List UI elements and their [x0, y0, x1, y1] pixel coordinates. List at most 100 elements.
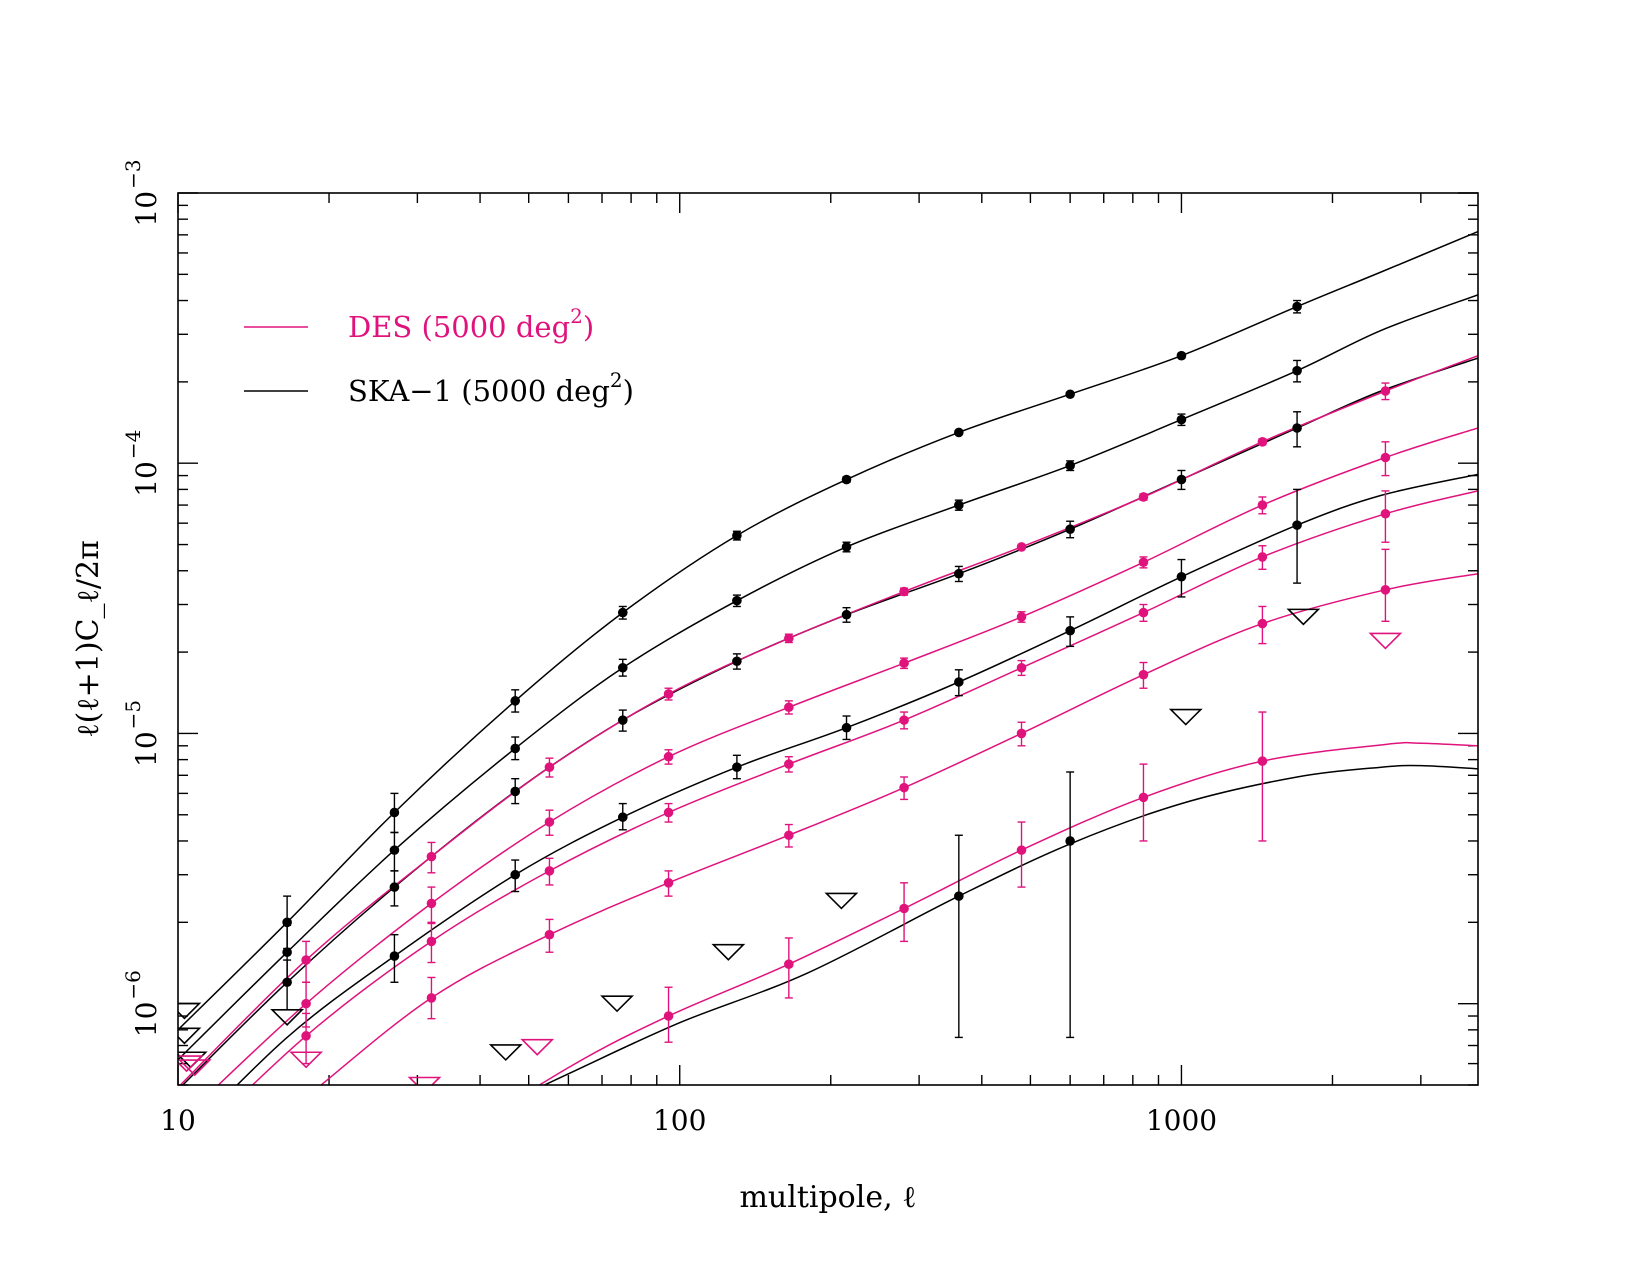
- upper-limit-marker: [1168, 708, 1203, 726]
- data-point: [954, 677, 964, 687]
- data-point: [1138, 557, 1149, 568]
- data-point: [282, 977, 292, 988]
- x-tick-label: 10: [160, 1104, 196, 1137]
- legend: DES (5000 deg2) SKA−1 (5000 deg2): [244, 304, 634, 408]
- data-point: [732, 656, 742, 667]
- data-point: [1065, 460, 1075, 471]
- data-point: [389, 807, 400, 818]
- data-point: [544, 762, 555, 772]
- data-point: [1176, 414, 1187, 425]
- upper-limit-marker: [178, 1055, 204, 1073]
- upper-limit-marker: [178, 1002, 202, 1020]
- x-tick-label: 100: [653, 1104, 706, 1137]
- data-point: [841, 609, 852, 620]
- x-tick-label: 1000: [1146, 1104, 1217, 1137]
- data-point: [544, 866, 555, 876]
- y-tick-text: 10−5: [121, 700, 163, 767]
- data-point: [1380, 386, 1391, 396]
- data-point: [663, 751, 674, 762]
- y-tick-text: 10−3: [121, 159, 163, 226]
- legend-label: SKA−1 (5000 deg2): [348, 368, 634, 408]
- y-tick-labels: 10−6 10−5 10−4 10−3: [121, 159, 163, 1037]
- y-tick-text: 10−4: [121, 430, 163, 497]
- data-point: [389, 951, 400, 961]
- data-point: [617, 607, 628, 618]
- series-line: [178, 294, 1478, 1061]
- data-point: [1292, 301, 1302, 312]
- data-point: [663, 689, 674, 699]
- data-point: [1257, 437, 1268, 447]
- data-point: [1257, 552, 1268, 562]
- upper-limit-marker: [824, 892, 859, 910]
- y-tick-text: 10−6: [121, 970, 163, 1037]
- series-line: [235, 473, 1478, 1085]
- data-point: [1065, 389, 1075, 400]
- data-point: [282, 917, 292, 928]
- data-point: [426, 993, 437, 1003]
- data-point: [426, 851, 437, 862]
- y-tick-exponent: −4: [121, 430, 145, 459]
- upper-limit-marker: [488, 1044, 523, 1062]
- data-point: [1138, 792, 1149, 803]
- data-point: [617, 812, 628, 822]
- data-point: [1292, 423, 1302, 433]
- upper-limit-marker: [1368, 632, 1403, 650]
- plot-frame: [177, 192, 1479, 1086]
- data-point: [1257, 756, 1268, 766]
- data-point: [510, 786, 521, 797]
- data-point: [663, 878, 674, 888]
- data-points: [282, 301, 1391, 1041]
- upper-limit-marker: [1286, 608, 1321, 626]
- series-line: [217, 427, 1478, 1085]
- data-point: [1065, 625, 1075, 636]
- data-point: [282, 947, 292, 958]
- data-point: [1016, 542, 1027, 552]
- data-point: [1016, 612, 1027, 622]
- data-point: [1380, 452, 1391, 463]
- x-axis-label: multipole, ℓ: [739, 1180, 916, 1215]
- data-point: [732, 762, 742, 772]
- data-point: [1016, 662, 1027, 673]
- error-bars: [283, 299, 1390, 1065]
- y-axis-label: ℓ(ℓ+1)C_ℓ/2π: [71, 540, 106, 738]
- axis-ticks: [177, 192, 1478, 1086]
- data-point: [389, 882, 400, 892]
- legend-label-close: ): [583, 310, 594, 344]
- y-tick-label: 10−6: [121, 970, 163, 1037]
- data-point: [899, 586, 909, 597]
- data-point: [899, 782, 909, 793]
- series-line: [319, 572, 1478, 1085]
- data-point: [1065, 836, 1075, 846]
- data-point: [301, 955, 311, 965]
- data-point: [1176, 474, 1187, 485]
- data-point: [784, 959, 794, 969]
- series-line: [537, 741, 1478, 1085]
- data-point: [841, 474, 852, 485]
- data-point: [1016, 845, 1027, 855]
- data-point: [784, 633, 794, 644]
- upper-limit-marker: [178, 1027, 202, 1045]
- data-point: [301, 1031, 311, 1041]
- data-point: [663, 807, 674, 818]
- data-point: [1138, 492, 1149, 502]
- data-point: [1380, 508, 1391, 519]
- upper-limit-marker: [407, 1076, 442, 1085]
- data-point: [1176, 350, 1187, 361]
- y-tick-exponent: −6: [121, 970, 145, 999]
- data-point: [1380, 585, 1391, 595]
- data-point: [732, 595, 742, 606]
- y-tick-label: 10−4: [121, 430, 163, 497]
- series-line: [542, 764, 1478, 1085]
- data-point: [954, 427, 964, 438]
- data-point: [899, 658, 909, 668]
- data-point: [1257, 500, 1268, 510]
- series-line: [178, 230, 1478, 1031]
- legend-label-sup: 2: [610, 368, 623, 392]
- upper-limit-marker: [270, 1009, 305, 1026]
- data-point: [841, 542, 852, 552]
- data-point: [617, 662, 628, 673]
- data-point: [954, 568, 964, 579]
- upper-limit-marker: [520, 1038, 555, 1056]
- data-point: [544, 817, 555, 827]
